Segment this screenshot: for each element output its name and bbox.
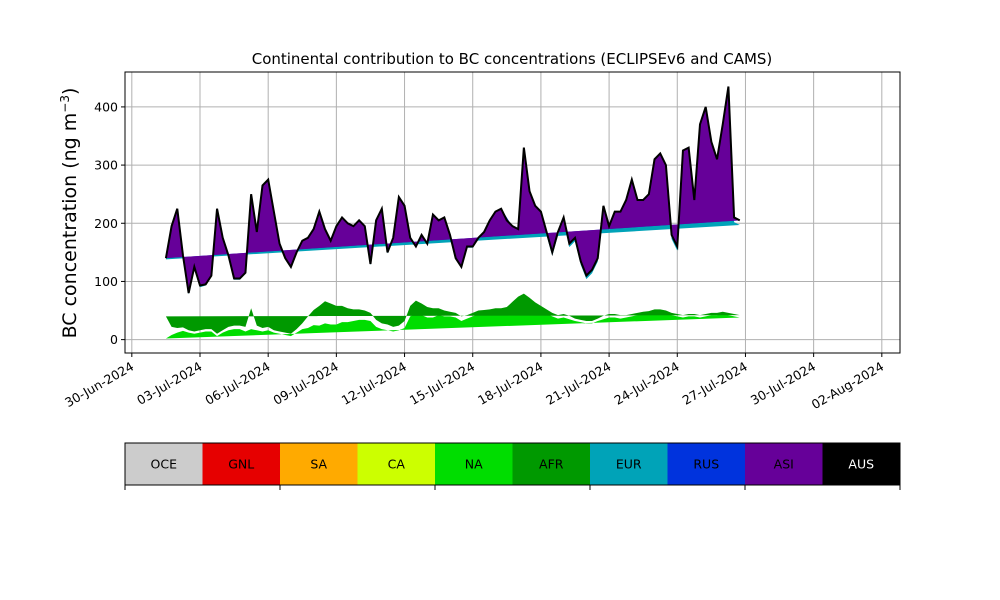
area-na	[165, 301, 740, 339]
stacked-areas	[164, 86, 741, 339]
x-tick-label: 27-Jul-2024	[680, 359, 750, 408]
legend-swatch-rus	[667, 443, 745, 485]
legend-label-ca: CA	[388, 457, 406, 472]
x-tick-label: 02-Aug-2024	[809, 359, 887, 412]
legend-label-asi: ASI	[774, 457, 794, 472]
legend-swatch-aus	[822, 443, 900, 485]
legend-colorbar: OCE GNL SA CA NA AFR EUR RUS ASI AUS	[124, 442, 901, 490]
y-axis-label: BC concentration (ng m−3)	[58, 88, 81, 339]
legend-label-gnl: GNL	[228, 457, 254, 472]
area-afr	[165, 293, 740, 334]
x-tick-label: 09-Jul-2024	[271, 359, 341, 408]
y-axis-label-superscript: −3	[58, 95, 72, 113]
y-tick-label: 0	[110, 332, 118, 347]
y-tick-label: 200	[94, 216, 118, 231]
y-tick-label: 400	[94, 99, 118, 114]
x-tick-label: 18-Jul-2024	[475, 359, 545, 408]
legend-frame	[124, 442, 901, 486]
legend-swatch-eur	[590, 443, 668, 485]
chart-title: Continental contribution to BC concentra…	[252, 50, 773, 68]
y-tick-label: 300	[94, 158, 118, 173]
plot-frame	[124, 71, 901, 354]
x-tick-label: 30-Jul-2024	[748, 359, 818, 408]
x-tick-label: 30-Jun-2024	[62, 359, 136, 410]
x-tick-label: 12-Jul-2024	[339, 359, 409, 408]
legend-label-afr: AFR	[539, 457, 564, 472]
legend-label-aus: AUS	[848, 457, 874, 472]
legend-swatch-asi	[745, 443, 823, 485]
legend-label-rus: RUS	[693, 457, 719, 472]
y-tick-label: 100	[94, 274, 118, 289]
legend-swatch-oce	[125, 443, 203, 485]
x-tick-label: 03-Jul-2024	[134, 359, 204, 408]
legend-label-oce: OCE	[151, 457, 178, 472]
legend-swatch-sa	[280, 443, 358, 485]
x-tick-label: 06-Jul-2024	[202, 359, 272, 408]
x-tick-label: 24-Jul-2024	[611, 359, 681, 408]
area-asi	[165, 86, 740, 294]
legend-label-eur: EUR	[616, 457, 642, 472]
legend-swatch-gnl	[202, 443, 280, 485]
total-line-aus	[164, 86, 741, 294]
y-axis-label-main: BC concentration (ng m	[59, 113, 81, 339]
x-tick-label: 21-Jul-2024	[543, 359, 613, 408]
legend-swatch-afr	[512, 443, 590, 485]
y-axis-label-close: )	[59, 88, 81, 95]
legend-label-sa: SA	[310, 457, 327, 472]
legend-label-na: NA	[465, 457, 483, 472]
x-tick-label: 15-Jul-2024	[407, 359, 477, 408]
legend-swatch-ca	[357, 443, 435, 485]
axes: 0 100 200 300 400 30-Jun-202403-Jul-202406-Ju…	[62, 71, 901, 412]
legend-swatch-na	[435, 443, 513, 485]
